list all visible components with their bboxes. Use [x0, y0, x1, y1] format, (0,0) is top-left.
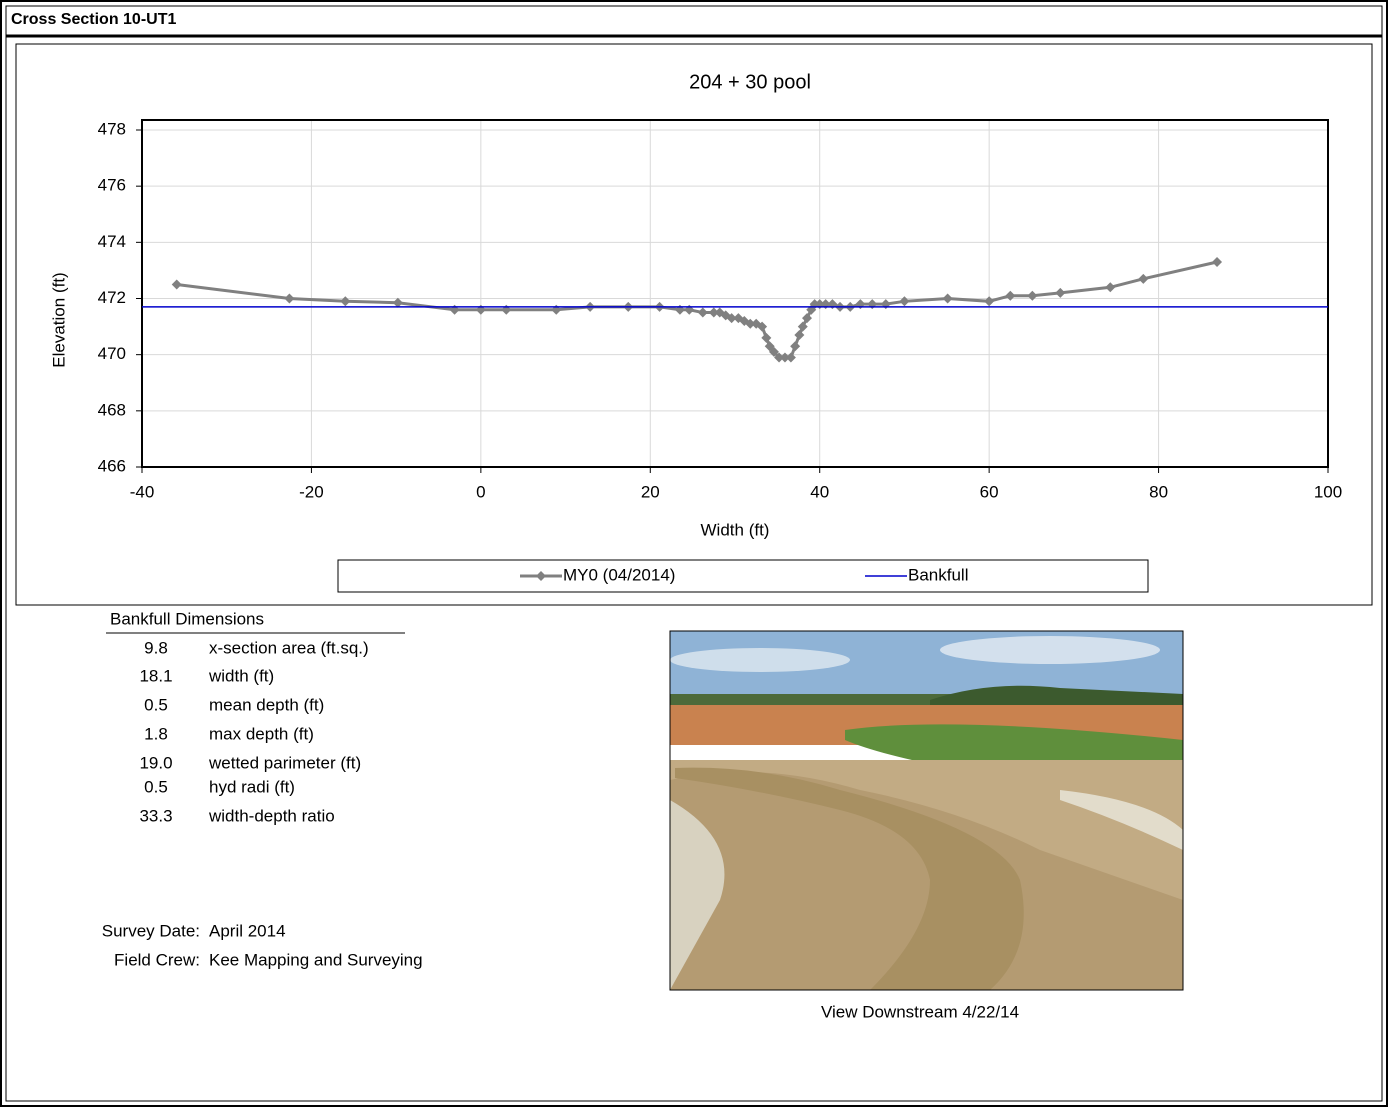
x-tick-label: 40 [810, 482, 829, 501]
y-tick-label: 470 [98, 344, 126, 363]
dimension-value: 0.5 [144, 695, 168, 714]
x-tick-label: -40 [130, 482, 155, 501]
plot-border [141, 119, 1329, 468]
legend: MY0 (04/2014) Bankfull [520, 565, 968, 584]
dimension-value: 19.0 [139, 753, 172, 772]
y-tick-label: 466 [98, 456, 126, 475]
data-point [1055, 287, 1066, 298]
dimensions-title: Bankfull Dimensions [110, 609, 264, 628]
dimension-label: width (ft) [208, 666, 274, 685]
y-tick-label: 468 [98, 400, 126, 419]
field-crew-label: Field Crew: [114, 950, 200, 969]
data-point [171, 279, 182, 290]
y-tick-label: 474 [98, 232, 126, 251]
data-point [1138, 273, 1149, 284]
dimension-value: 0.5 [144, 777, 168, 796]
data-point [942, 293, 953, 304]
legend-label: Bankfull [908, 565, 968, 584]
data-point [984, 296, 995, 307]
data-point [757, 321, 768, 332]
header-title: Cross Section 10-UT1 [11, 11, 176, 28]
legend-label: MY0 (04/2014) [563, 565, 675, 584]
survey-date-label: Survey Date: [102, 921, 200, 940]
dimension-label: max depth (ft) [209, 724, 314, 743]
data-point [785, 352, 796, 363]
data-point [1212, 256, 1223, 267]
data-point [790, 341, 801, 352]
dimensions-table: 9.8 x-section area (ft.sq.) 18.1 width (ft)… [139, 638, 368, 825]
y-tick-label: 472 [98, 288, 126, 307]
data-point [284, 293, 295, 304]
x-tick-label: 100 [1314, 482, 1342, 501]
data-point [1005, 290, 1016, 301]
dimension-value: 33.3 [139, 806, 172, 825]
data-point [899, 296, 910, 307]
dimension-label: mean depth (ft) [209, 695, 324, 714]
plot: 466 468 470 472 474 476 478 -40 -20 0 20 40 60 80 100 [98, 119, 1342, 501]
field-crew: Kee Mapping and Surveying [209, 950, 423, 969]
data-point [708, 307, 719, 318]
survey-date: April 2014 [209, 921, 286, 940]
dimension-label: wetted parimeter (ft) [208, 753, 361, 772]
data-point [726, 313, 737, 324]
x-tick-label: 60 [980, 482, 999, 501]
data-point [797, 321, 808, 332]
chart-title: 204 + 30 pool [689, 71, 811, 93]
data-point [794, 330, 805, 341]
x-tick-label: 20 [641, 482, 660, 501]
x-tick-label: -20 [299, 482, 324, 501]
data-point [1105, 282, 1116, 293]
dimension-label: width-depth ratio [208, 806, 335, 825]
dimension-label: hyd radi (ft) [209, 777, 295, 796]
legend-box [337, 559, 1149, 593]
legend-marker [536, 571, 546, 581]
inner-border [5, 5, 1383, 1102]
data-point [761, 332, 772, 343]
dimension-value: 18.1 [139, 666, 172, 685]
dimension-value: 1.8 [144, 724, 168, 743]
y-tick-label: 478 [98, 119, 126, 138]
x-tick-label: 80 [1149, 482, 1168, 501]
data-point [340, 296, 351, 307]
data-point [392, 297, 403, 308]
x-tick-label: 0 [476, 482, 485, 501]
data-point [774, 352, 785, 363]
dimension-value: 9.8 [144, 638, 168, 657]
dimension-label: x-section area (ft.sq.) [209, 638, 369, 657]
data-point [779, 352, 790, 363]
data-point [1027, 290, 1038, 301]
y-tick-label: 476 [98, 176, 126, 195]
photo [669, 630, 1184, 991]
y-axis-label: Elevation (ft) [49, 272, 68, 367]
data-point [768, 346, 779, 357]
plot-area [142, 120, 1328, 467]
data-point [697, 307, 708, 318]
data-point [745, 318, 756, 329]
x-axis-label: Width (ft) [701, 520, 770, 539]
data-point [802, 313, 813, 324]
photo-caption: View Downstream 4/22/14 [821, 1002, 1019, 1021]
